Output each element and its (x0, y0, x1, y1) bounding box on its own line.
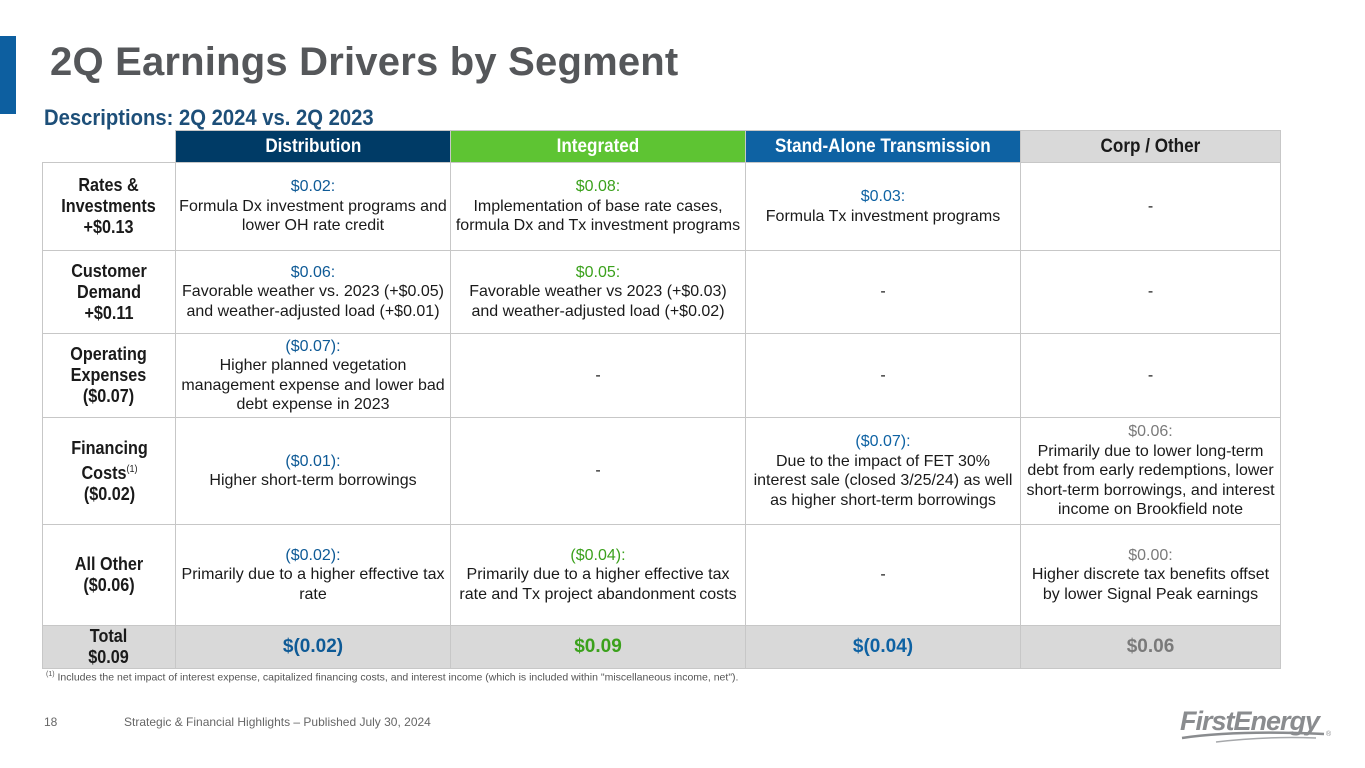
cell-corp-other: - (1020, 333, 1281, 418)
page-number: 18 (44, 715, 58, 729)
cell-transmission: - (745, 524, 1021, 626)
header-corp-other: Corp / Other (1020, 130, 1281, 163)
cell-transmission: $0.03: Formula Tx investment programs (745, 162, 1021, 251)
driver-description: Primarily due to a higher effective tax … (459, 566, 737, 603)
driver-amount: $0.08: (575, 178, 621, 196)
cell-integrated: - (450, 417, 746, 525)
cell-distribution: ($0.01): Higher short-term borrowings (175, 417, 451, 525)
cell-corp-other: - (1020, 162, 1281, 251)
driver-amount: $0.02: (290, 178, 336, 196)
driver-description: Higher discrete tax benefits offset by l… (1031, 566, 1270, 603)
header-distribution: Distribution (175, 130, 451, 163)
cell-corp-other: $0.06: Primarily due to lower long-term … (1020, 417, 1281, 525)
cell-transmission: - (745, 333, 1021, 418)
driver-amount: $0.03: (860, 188, 906, 205)
driver-description: Higher short-term borrowings (209, 472, 417, 489)
title-accent-bar (0, 36, 16, 114)
driver-description: Higher planned vegetation management exp… (181, 357, 445, 413)
cell-integrated: ($0.04): Primarily due to a higher effec… (450, 524, 746, 626)
earnings-drivers-table: Distribution Integrated Stand-Alone Tran… (42, 130, 1281, 669)
driver-amount: $0.05: (575, 263, 621, 281)
table-row: Operating Expenses ($0.07) ($0.07): High… (42, 333, 1281, 418)
cell-corp-other: - (1020, 250, 1281, 334)
driver-amount: $0.00: (1128, 546, 1173, 564)
driver-amount: ($0.01): (285, 452, 341, 470)
driver-amount: ($0.07): (855, 433, 911, 450)
total-distribution: $(0.02) (175, 625, 451, 669)
logo-registered-mark: ® (1326, 730, 1332, 738)
logo-wordmark: FirstEnergy (1180, 706, 1322, 736)
cell-distribution: $0.02: Formula Dx investment programs an… (175, 162, 451, 251)
driver-description: Primarily due to lower long-term debt fr… (1026, 442, 1275, 519)
cell-corp-other: $0.00: Higher discrete tax benefits offs… (1020, 524, 1281, 626)
row-label-customer-demand: Customer Demand +$0.11 (42, 250, 176, 334)
driver-amount: $0.06: (1128, 423, 1173, 441)
cell-integrated: - (450, 333, 746, 418)
slide-subtitle: Descriptions: 2Q 2024 vs. 2Q 2023 (44, 105, 374, 130)
cell-integrated: $0.05: Favorable weather vs 2023 (+$0.03… (450, 250, 746, 334)
cell-distribution: ($0.02): Primarily due to a higher effec… (175, 524, 451, 626)
driver-description: Due to the impact of FET 30% interest sa… (753, 452, 1013, 509)
header-corner (42, 130, 176, 163)
slide-title: 2Q Earnings Drivers by Segment (50, 40, 679, 84)
table-row: Rates & Investments +$0.13 $0.02: Formul… (42, 162, 1281, 251)
cell-distribution: ($0.07): Higher planned vegetation manag… (175, 333, 451, 418)
table-total-row: Total $0.09 $(0.02) $0.09 $(0.04) $0.06 (42, 625, 1281, 669)
driver-amount: $0.06: (290, 263, 336, 281)
cell-transmission: ($0.07): Due to the impact of FET 30% in… (745, 417, 1021, 525)
driver-amount: ($0.07): (285, 337, 341, 355)
logo-swoosh-thin (1215, 736, 1317, 743)
table-row: Customer Demand +$0.11 $0.06: Favorable … (42, 250, 1281, 334)
footer-text: Strategic & Financial Highlights – Publi… (124, 715, 431, 729)
driver-description: Favorable weather vs. 2023 (+$0.05) and … (182, 283, 444, 320)
driver-amount: ($0.04): (570, 546, 626, 564)
firstenergy-logo: FirstEnergy ® (1180, 706, 1332, 743)
driver-description: Favorable weather vs 2023 (+$0.03) and w… (469, 283, 727, 320)
row-label-total: Total $0.09 (42, 625, 176, 669)
header-integrated: Integrated (450, 130, 746, 163)
driver-description: Primarily due to a higher effective tax … (181, 566, 445, 603)
total-transmission: $(0.04) (745, 625, 1021, 669)
cell-integrated: $0.08: Implementation of base rate cases… (450, 162, 746, 251)
driver-amount: ($0.02): (285, 546, 341, 564)
driver-description: Formula Dx investment programs and lower… (179, 197, 447, 235)
cell-distribution: $0.06: Favorable weather vs. 2023 (+$0.0… (175, 250, 451, 334)
footnote: (1) Includes the net impact of interest … (46, 671, 739, 684)
row-label-financing-costs: Financing Costs(1) ($0.02) (42, 417, 176, 525)
total-integrated: $0.09 (450, 625, 746, 669)
footnote-marker: (1) (126, 463, 138, 475)
row-label-rates-investments: Rates & Investments +$0.13 (42, 162, 176, 251)
table-row: Financing Costs(1) ($0.02) ($0.01): High… (42, 417, 1281, 525)
cell-transmission: - (745, 250, 1021, 334)
driver-description: Implementation of base rate cases, formu… (455, 197, 741, 235)
header-stand-alone-transmission: Stand-Alone Transmission (745, 130, 1021, 163)
row-label-all-other: All Other ($0.06) (42, 524, 176, 626)
logo-swoosh (1181, 731, 1325, 740)
table-header-row: Distribution Integrated Stand-Alone Tran… (42, 130, 1281, 163)
table-row: All Other ($0.06) ($0.02): Primarily due… (42, 524, 1281, 626)
row-label-operating-expenses: Operating Expenses ($0.07) (42, 333, 176, 418)
driver-description: Formula Tx investment programs (765, 207, 1001, 225)
total-corp-other: $0.06 (1020, 625, 1281, 669)
